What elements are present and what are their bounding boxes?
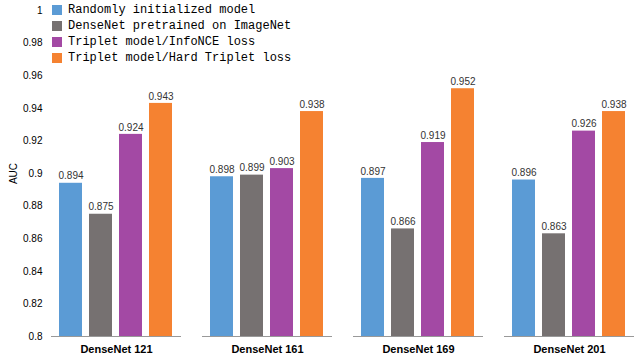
svg-text:0.84: 0.84 <box>23 266 43 277</box>
svg-text:0.926: 0.926 <box>571 118 596 129</box>
svg-text:DenseNet 201: DenseNet 201 <box>533 343 605 355</box>
svg-text:DenseNet 169: DenseNet 169 <box>382 343 454 355</box>
svg-text:0.943: 0.943 <box>148 91 173 102</box>
svg-text:0.919: 0.919 <box>420 130 445 141</box>
svg-text:0.98: 0.98 <box>23 37 43 48</box>
svg-text:0.96: 0.96 <box>23 70 43 81</box>
html-text:DenseNet pretrained on ImageNe: DenseNet pretrained on ImageNet <box>68 19 292 33</box>
svg-text:0.896: 0.896 <box>511 167 536 178</box>
svg-text:AUC: AUC <box>8 163 19 184</box>
html-text:Triplet model/InfoNCE loss: Triplet model/InfoNCE loss <box>68 35 256 49</box>
svg-text:0.88: 0.88 <box>23 200 43 211</box>
svg-text:0.875: 0.875 <box>88 201 113 212</box>
svg-text:0.9: 0.9 <box>29 168 43 179</box>
svg-text:0.938: 0.938 <box>601 99 626 110</box>
svg-text:0.92: 0.92 <box>23 135 43 146</box>
html-text:Triplet model/Hard Triplet los: Triplet model/Hard Triplet loss <box>68 51 292 65</box>
svg-text:0.938: 0.938 <box>299 99 324 110</box>
svg-text:0.82: 0.82 <box>23 298 43 309</box>
svg-text:0.863: 0.863 <box>541 221 566 232</box>
svg-text:0.903: 0.903 <box>269 156 294 167</box>
svg-text:1: 1 <box>37 5 43 16</box>
html-text:Randomly initialized model: Randomly initialized model <box>68 3 256 17</box>
svg-text:0.866: 0.866 <box>390 216 415 227</box>
svg-text:0.894: 0.894 <box>58 170 83 181</box>
svg-text:DenseNet 161: DenseNet 161 <box>231 343 303 355</box>
svg-text:0.924: 0.924 <box>118 122 143 133</box>
svg-text:0.899: 0.899 <box>239 162 264 173</box>
svg-text:0.8: 0.8 <box>29 331 43 342</box>
svg-text:0.897: 0.897 <box>360 166 385 177</box>
svg-text:0.94: 0.94 <box>23 103 43 114</box>
svg-text:0.952: 0.952 <box>450 76 475 87</box>
svg-text:0.898: 0.898 <box>209 164 234 175</box>
svg-text:DenseNet 121: DenseNet 121 <box>80 343 152 355</box>
svg-text:0.86: 0.86 <box>23 233 43 244</box>
